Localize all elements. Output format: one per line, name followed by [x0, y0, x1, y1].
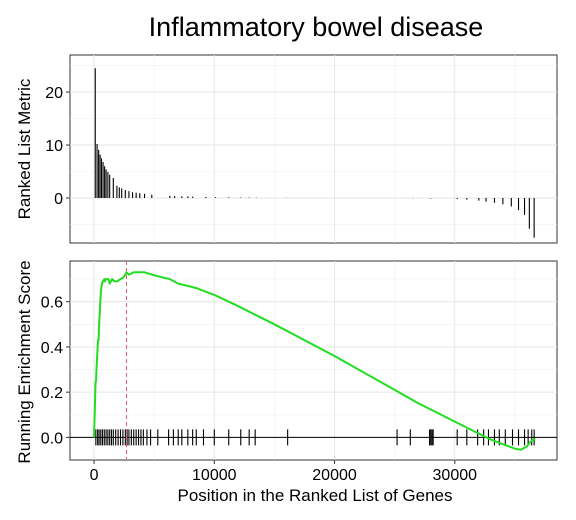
- ranked-metric-bars: [94, 68, 535, 238]
- y-tick-label: 0.0: [41, 430, 63, 447]
- enrichment-ylabel: Running Enrichment Score: [15, 260, 34, 463]
- x-tick-label: 10000: [192, 467, 237, 484]
- x-axis-label: Position in the Ranked List of Genes: [178, 486, 453, 505]
- chart-title: Inflammatory bowel disease: [149, 12, 484, 42]
- ranked-metric-grid: [70, 55, 557, 243]
- enrichment-panel: 0.0 0.2 0.4 0.6 Running Enrichment Score: [15, 260, 558, 464]
- ranked-metric-y-ticks: 0 10 20: [45, 85, 70, 208]
- running-score-line: [93, 271, 536, 451]
- gene-hit-marks: [70, 429, 557, 446]
- running-score-series: [93, 261, 536, 460]
- y-tick-label: 0: [54, 191, 63, 208]
- x-axis-ticks: 0 10000 20000 30000: [90, 460, 478, 484]
- y-tick-label: 10: [45, 138, 63, 155]
- x-tick-label: 0: [90, 467, 99, 484]
- x-tick-label: 20000: [312, 467, 357, 484]
- ranked-metric-panel: 0 10 20 Ranked List Metric: [15, 54, 558, 244]
- y-tick-label: 0.2: [41, 385, 63, 402]
- enrichment-panel-frame: [69, 260, 558, 461]
- y-tick-label: 0.4: [41, 340, 63, 357]
- ranked-metric-ylabel: Ranked List Metric: [15, 78, 34, 219]
- ranked-metric-panel-frame: [69, 54, 558, 244]
- x-tick-label: 30000: [433, 467, 478, 484]
- enrichment-y-ticks: 0.0 0.2 0.4 0.6: [41, 295, 70, 447]
- y-tick-label: 20: [45, 85, 63, 102]
- y-tick-label: 0.6: [41, 295, 63, 312]
